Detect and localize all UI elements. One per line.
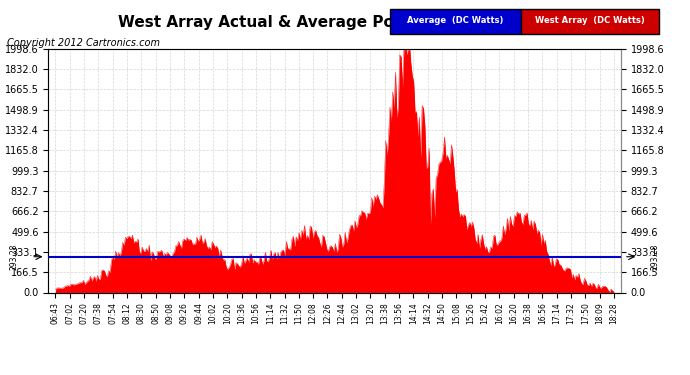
Text: West Array  (DC Watts): West Array (DC Watts) (535, 16, 645, 25)
Text: 293.28: 293.28 (10, 243, 19, 270)
Text: West Array Actual & Average Power Fri Sep 21 18:40: West Array Actual & Average Power Fri Se… (119, 15, 571, 30)
Text: 293.28: 293.28 (651, 243, 660, 270)
Text: Average  (DC Watts): Average (DC Watts) (407, 16, 504, 25)
Text: Copyright 2012 Cartronics.com: Copyright 2012 Cartronics.com (7, 38, 160, 48)
